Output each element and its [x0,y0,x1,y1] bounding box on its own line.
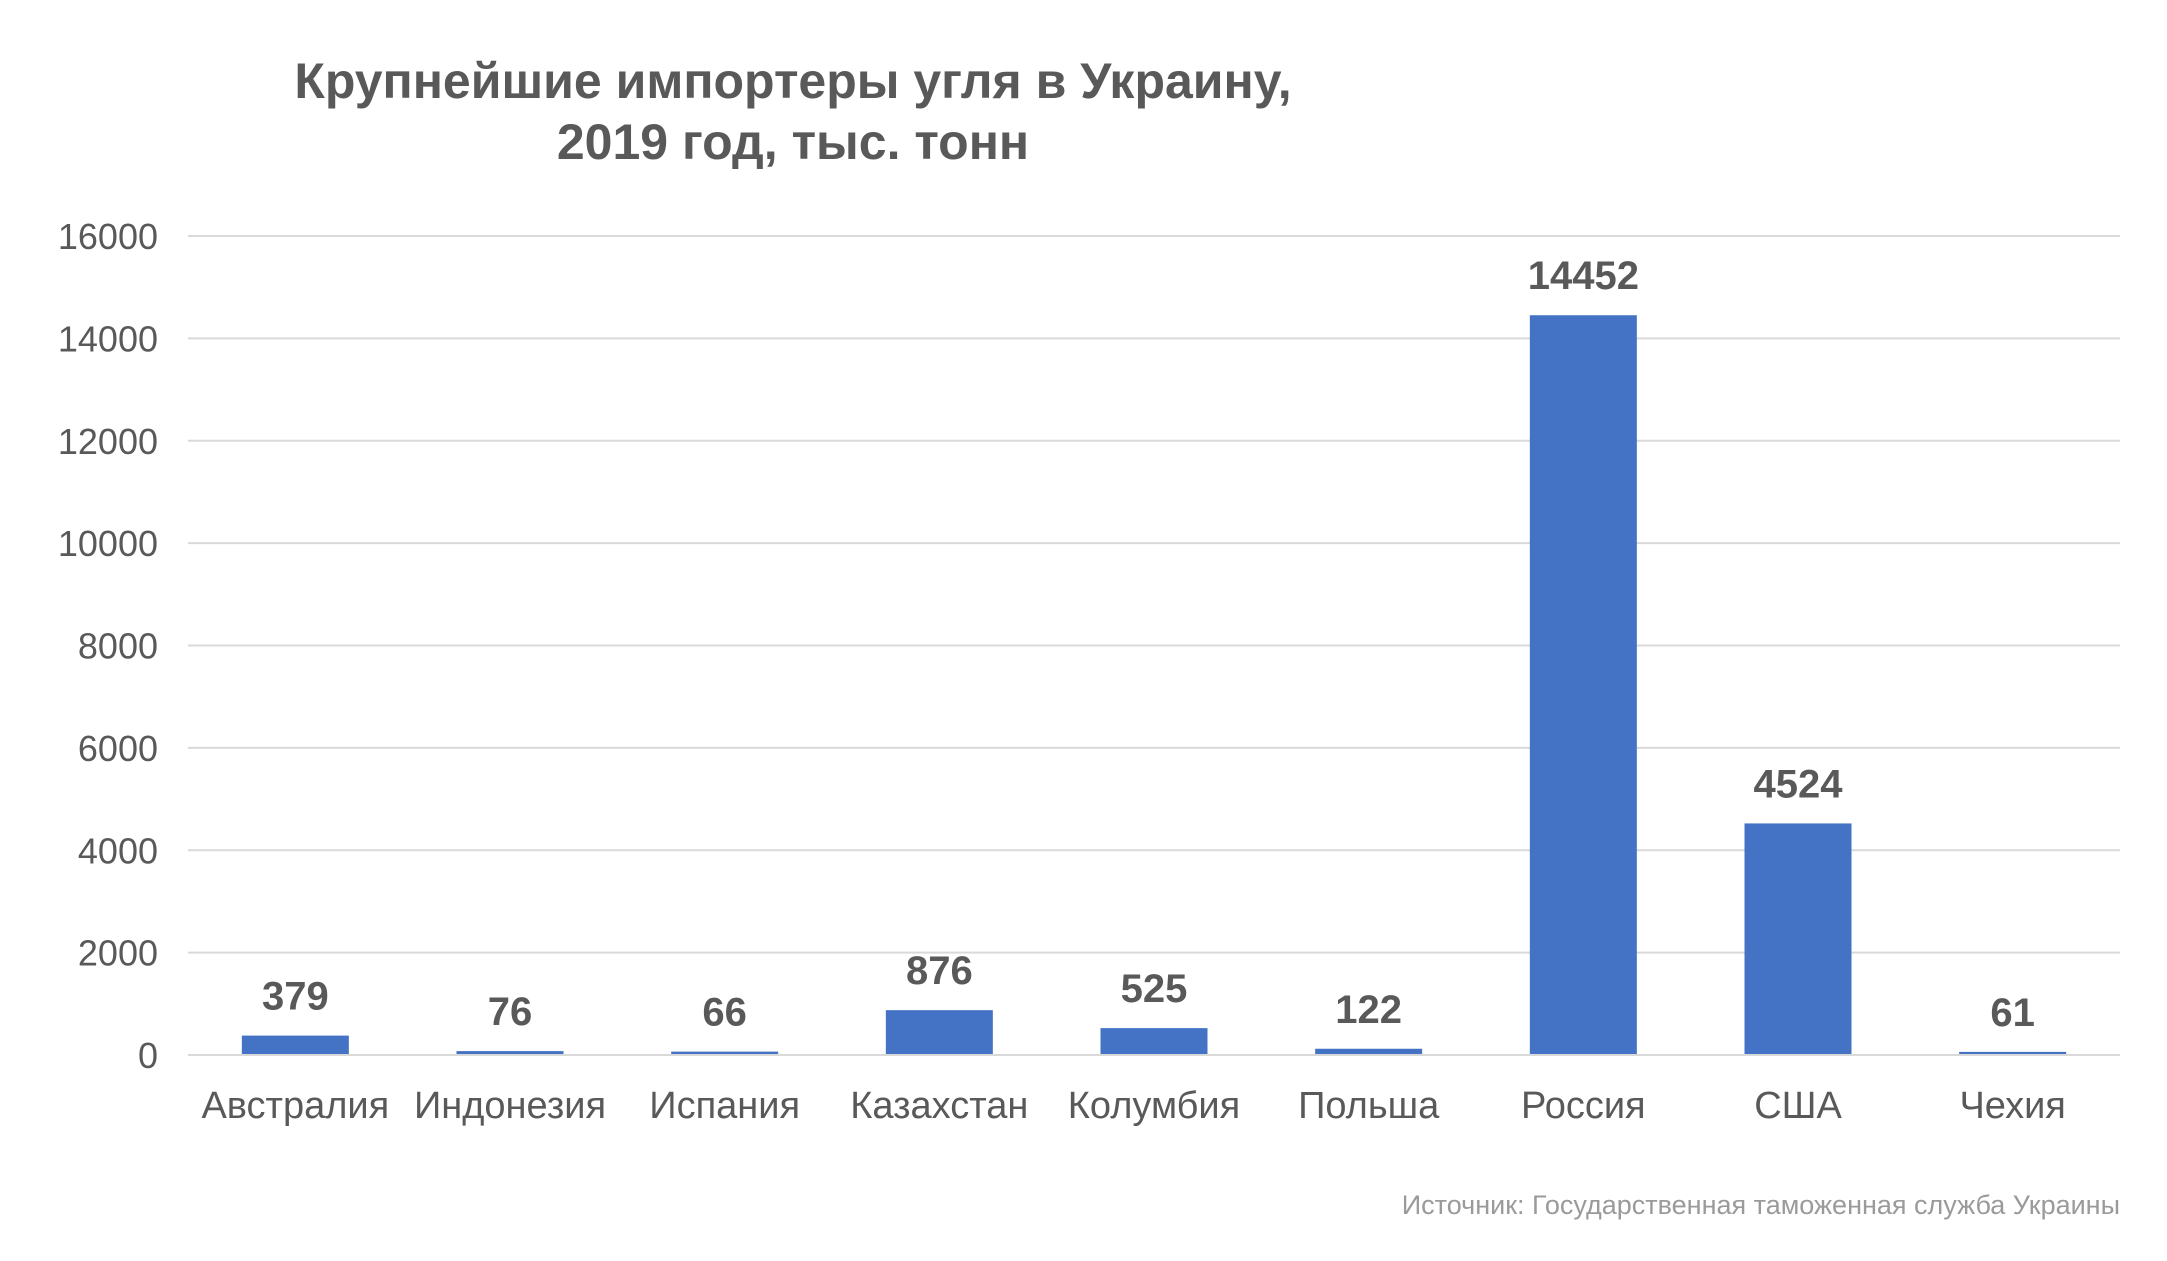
bar [456,1051,564,1055]
x-axis-category-labels: Австралия Индонезия Испания Казахстан Колумб… [201,1085,2065,1127]
x-category-label: Казахстан [850,1085,1028,1127]
y-tick-label: 14000 [58,318,158,359]
x-category-label: Индонезия [414,1085,606,1127]
data-label: 76 [488,990,533,1034]
bar [1100,1028,1208,1055]
data-label: 4524 [1754,762,1844,806]
y-tick-label: 12000 [58,421,158,462]
data-label: 525 [1121,967,1188,1011]
x-category-label: Австралия [201,1085,389,1127]
source-note: Источник: Государственная таможенная слу… [1402,1190,2120,1220]
data-label: 876 [906,949,973,993]
data-label: 14452 [1528,254,1639,298]
data-label: 66 [702,991,747,1035]
chart-title: Крупнейшие импортеры угля в Украину, 201… [294,53,1291,170]
data-label: 379 [262,975,329,1019]
x-category-label: Испания [649,1085,800,1127]
data-labels: 379 76 66 876 525 122 14452 4524 61 [262,254,2035,1035]
y-tick-label: 10000 [58,523,158,564]
bar [1529,315,1637,1055]
y-tick-label: 16000 [58,216,158,257]
y-axis-tick-labels: 0 2000 4000 6000 8000 10000 12000 14000 16000 [58,216,158,1076]
chart-title-line-1: Крупнейшие импортеры угля в Украину, [294,53,1291,109]
bar [885,1010,993,1055]
x-category-label: США [1754,1085,1842,1127]
y-tick-label: 2000 [78,933,158,974]
y-tick-label: 8000 [78,626,158,667]
gridlines [188,235,2120,954]
bars [241,315,2067,1055]
chart-title-line-2: 2019 год, тыс. тонн [557,114,1029,170]
x-category-label: Чехия [1959,1085,2065,1127]
x-category-label: Россия [1521,1085,1646,1127]
data-label: 61 [1990,991,2035,1035]
data-label: 122 [1335,988,1402,1032]
bar [241,1035,349,1055]
y-tick-label: 6000 [78,728,158,769]
bar [1744,823,1852,1055]
bar [671,1051,779,1055]
bar [1959,1051,2067,1055]
y-tick-label: 4000 [78,830,158,871]
bar [1315,1048,1423,1055]
y-tick-label: 0 [138,1035,158,1076]
x-category-label: Колумбия [1068,1085,1240,1127]
x-category-label: Польша [1298,1085,1440,1127]
